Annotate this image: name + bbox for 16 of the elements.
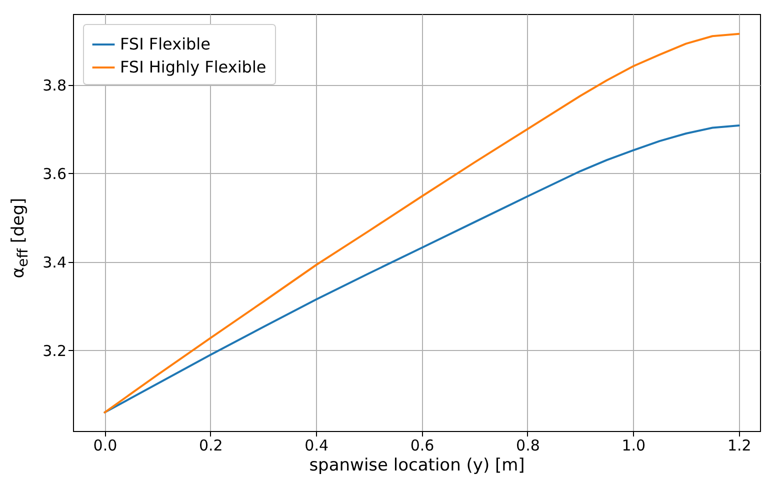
legend-label: FSI Flexible <box>120 34 210 54</box>
x-tick-label: 0.8 <box>516 436 540 454</box>
x-tick-label: 1.2 <box>727 436 752 454</box>
x-tick-label: 0.4 <box>304 436 329 454</box>
x-tick-label: 0.2 <box>198 436 223 454</box>
x-tick-label: 0.0 <box>93 436 118 454</box>
y-tick-label: 3.2 <box>42 342 66 360</box>
y-tick-label: 3.6 <box>42 164 66 183</box>
x-tick-label: 0.6 <box>410 436 434 454</box>
x-tick-label: 1.0 <box>622 436 646 454</box>
line-series <box>104 124 740 414</box>
y-tick-label: 3.8 <box>42 76 66 94</box>
y-tick-label: 3.4 <box>42 253 66 272</box>
x-axis-title: spanwise location (y) [m] <box>309 456 525 476</box>
legend-label: FSI Highly Flexible <box>120 58 266 76</box>
line-series <box>104 32 740 414</box>
